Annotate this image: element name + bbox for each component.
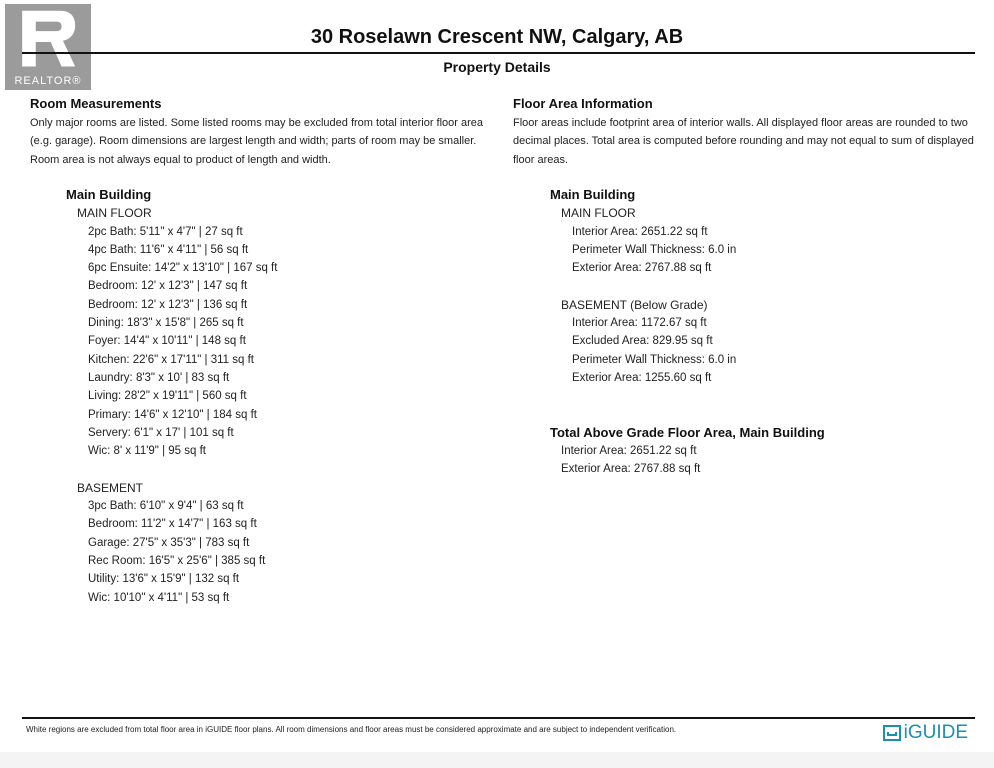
list-item: 6pc Ensuite: 14'2" x 13'10" | 167 sq ft bbox=[88, 262, 278, 275]
list-item: Kitchen: 22'6" x 17'11" | 311 sq ft bbox=[88, 353, 254, 366]
list-item: Perimeter Wall Thickness: 6.0 in bbox=[572, 243, 737, 256]
floor-label: MAIN FLOOR bbox=[561, 206, 636, 221]
floor-label: BASEMENT (Below Grade) bbox=[561, 297, 708, 312]
room-measurements-heading: Room Measurements bbox=[30, 96, 162, 111]
list-item: Primary: 14'6" x 12'10" | 184 sq ft bbox=[88, 408, 257, 421]
list-item: Interior Area: 1172.67 sq ft bbox=[572, 317, 707, 330]
floor-label: BASEMENT bbox=[77, 480, 144, 495]
list-item: Exterior Area: 1255.60 sq ft bbox=[572, 371, 712, 384]
footer-divider bbox=[22, 717, 975, 719]
list-item: Garage: 27'5" x 35'3" | 783 sq ft bbox=[88, 536, 250, 549]
page-subtitle: Property Details bbox=[443, 59, 551, 75]
realtor-wordmark: REALTOR® bbox=[14, 75, 82, 87]
list-item: Bedroom: 12' x 12'3" | 147 sq ft bbox=[88, 280, 248, 293]
list-item: Perimeter Wall Thickness: 6.0 in bbox=[572, 353, 737, 366]
list-item: Exterior Area: 2767.88 sq ft bbox=[561, 463, 701, 476]
list-item: Dining: 18'3" x 15'8" | 265 sq ft bbox=[88, 317, 244, 330]
list-item: 2pc Bath: 5'11" x 4'7" | 27 sq ft bbox=[88, 225, 243, 238]
floor-area-note: Floor areas include footprint area of in… bbox=[513, 117, 974, 166]
building-label: Main Building bbox=[66, 187, 152, 202]
page-title: 30 Roselawn Crescent NW, Calgary, AB bbox=[310, 26, 684, 48]
list-item: Interior Area: 2651.22 sq ft bbox=[561, 445, 697, 458]
floor-area-list: Main Building MAIN FLOOR Interior Area: … bbox=[550, 186, 825, 479]
header-divider bbox=[22, 52, 975, 54]
iguide-wordmark: iGUIDE bbox=[903, 722, 968, 743]
floor-area-heading: Floor Area Information bbox=[513, 96, 653, 111]
list-item: Excluded Area: 829.95 sq ft bbox=[572, 335, 713, 348]
bottom-band bbox=[0, 752, 994, 768]
list-item: Wic: 8' x 11'9" | 95 sq ft bbox=[88, 445, 206, 458]
list-item: Bedroom: 11'2" x 14'7" | 163 sq ft bbox=[88, 518, 257, 531]
list-item: Servery: 6'1" x 17' | 101 sq ft bbox=[88, 426, 234, 439]
iguide-logo: iGUIDE bbox=[882, 722, 968, 744]
list-item: Laundry: 8'3" x 10' | 83 sq ft bbox=[88, 371, 230, 384]
footer-disclaimer: White regions are excluded from total fl… bbox=[26, 725, 677, 734]
list-item: Exterior Area: 2767.88 sq ft bbox=[572, 262, 712, 275]
total-label: Total Above Grade Floor Area, Main Build… bbox=[550, 424, 825, 440]
list-item: Utility: 13'6" x 15'9" | 132 sq ft bbox=[88, 573, 240, 586]
building-label: Main Building bbox=[550, 187, 636, 202]
list-item: 3pc Bath: 6'10" x 9'4" | 63 sq ft bbox=[88, 500, 244, 513]
list-item: Rec Room: 16'5" x 25'6" | 385 sq ft bbox=[88, 554, 266, 567]
list-item: 4pc Bath: 11'6" x 4'11" | 56 sq ft bbox=[88, 243, 249, 256]
iguide-icon bbox=[882, 725, 901, 741]
floor-label: MAIN FLOOR bbox=[77, 206, 152, 221]
list-item: Wic: 10'10" x 4'11" | 53 sq ft bbox=[88, 591, 230, 604]
list-item: Foyer: 14'4" x 10'11" | 148 sq ft bbox=[88, 335, 246, 348]
room-list: Main Building MAIN FLOOR 2pc Bath: 5'11"… bbox=[66, 186, 277, 607]
list-item: Interior Area: 2651.22 sq ft bbox=[572, 225, 708, 238]
list-item: Bedroom: 12' x 12'3" | 136 sq ft bbox=[88, 298, 248, 311]
list-item: Living: 28'2" x 19'11" | 560 sq ft bbox=[88, 390, 247, 403]
room-measurements-note: Only major rooms are listed. Some listed… bbox=[30, 117, 484, 166]
